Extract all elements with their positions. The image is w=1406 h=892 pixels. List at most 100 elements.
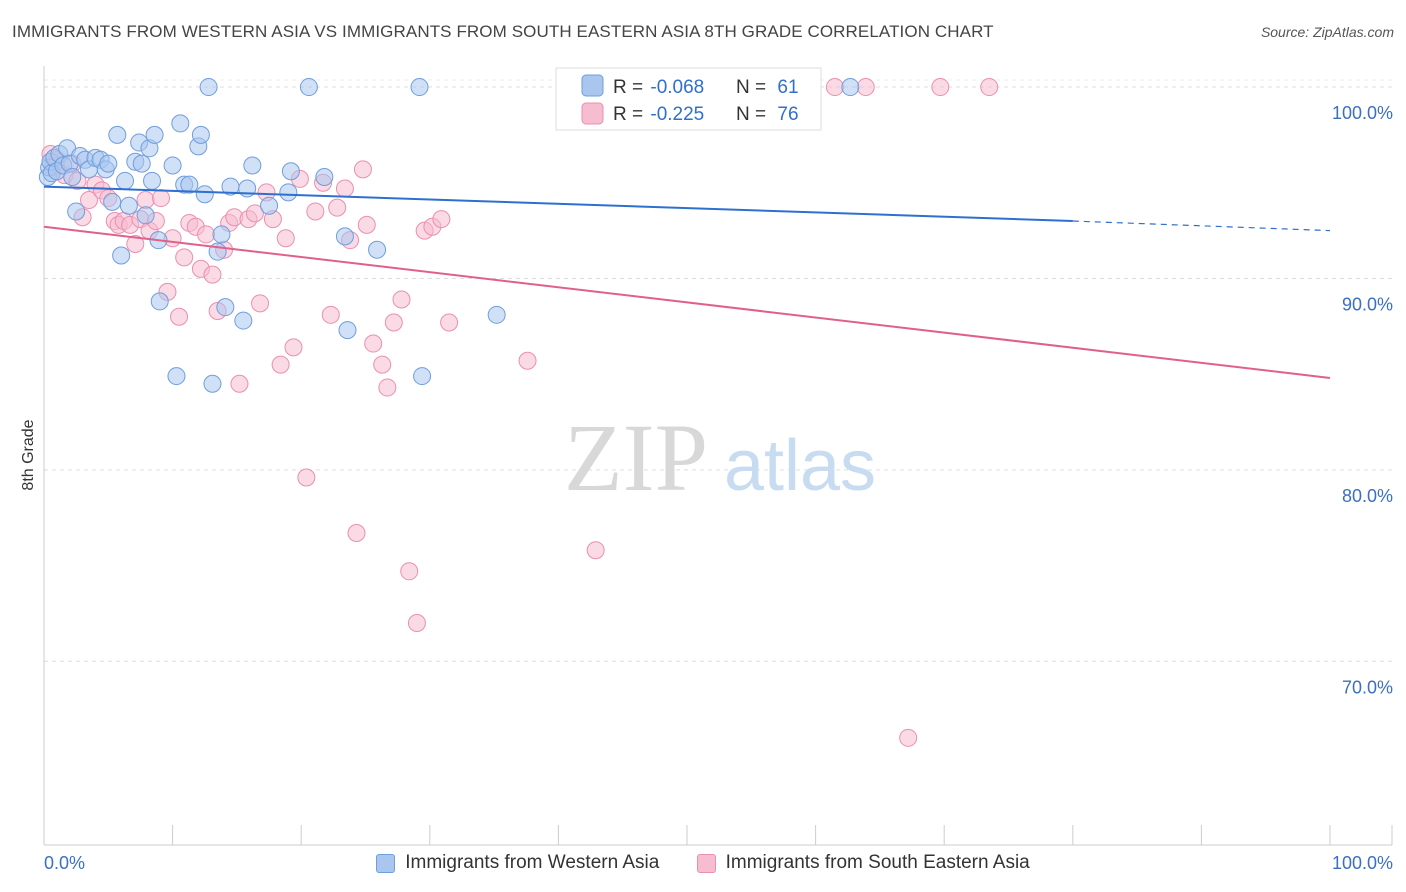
legend-swatch-blue xyxy=(581,74,604,97)
point-blue-59 xyxy=(413,367,432,386)
point-pink-65 xyxy=(518,351,537,370)
point-pink-28 xyxy=(197,225,216,244)
point-pink-15 xyxy=(126,235,145,254)
point-pink-52 xyxy=(353,160,372,179)
legend-n-label: N = xyxy=(736,77,771,98)
legend-series: Immigrants from Western Asia Immigrants … xyxy=(0,852,1406,879)
point-blue-18 xyxy=(99,154,118,173)
point-blue-51 xyxy=(281,162,300,181)
svg-text:N = 61: N = 61 xyxy=(736,77,799,98)
point-blue-42 xyxy=(203,374,222,393)
point-blue-39 xyxy=(191,125,210,144)
point-pink-36 xyxy=(245,204,264,223)
legend-r-value: -0.068 xyxy=(650,77,704,98)
point-pink-7 xyxy=(80,190,99,209)
point-blue-32 xyxy=(150,292,169,311)
point-blue-52 xyxy=(279,183,298,202)
point-blue-34 xyxy=(167,367,186,386)
trend-lines xyxy=(43,185,1331,379)
point-pink-29 xyxy=(203,265,222,284)
point-pink-24 xyxy=(175,248,194,267)
point-pink-41 xyxy=(276,229,295,248)
legend-r-label: R = xyxy=(613,77,648,98)
point-blue-56 xyxy=(338,321,357,340)
point-pink-20 xyxy=(152,189,171,208)
legend-n-value: 76 xyxy=(777,104,798,125)
point-blue-30 xyxy=(145,125,164,144)
point-blue-44 xyxy=(212,225,231,244)
point-blue-10 xyxy=(63,168,82,187)
x-tick-label-start: 0.0% xyxy=(44,853,85,873)
point-pink-40 xyxy=(271,355,290,374)
legend-swatch-pink xyxy=(581,102,604,125)
point-pink-48 xyxy=(328,198,347,217)
point-pink-51 xyxy=(347,524,366,543)
legend-item-western-asia[interactable]: Immigrants from Western Asia xyxy=(376,852,659,874)
point-pink-55 xyxy=(373,355,392,374)
legend-n-value: 61 xyxy=(777,77,798,98)
point-blue-53 xyxy=(299,78,318,97)
source-label: Source: ZipAtlas.com xyxy=(1260,24,1394,40)
point-pink-70 xyxy=(931,78,950,97)
point-blue-26 xyxy=(132,154,151,173)
zipatlas-watermark: ZIP atlas xyxy=(564,404,876,511)
trend-line-western-asia xyxy=(43,185,1073,223)
point-pink-34 xyxy=(230,374,249,393)
point-pink-56 xyxy=(378,378,397,397)
point-blue-27 xyxy=(136,206,155,225)
point-pink-44 xyxy=(297,468,316,487)
trend-line-south-eastern-asia xyxy=(43,225,1331,379)
point-pink-49 xyxy=(335,179,354,198)
axes xyxy=(43,66,1393,846)
point-pink-66 xyxy=(586,541,605,560)
point-blue-37 xyxy=(180,175,199,194)
point-pink-59 xyxy=(400,562,419,581)
point-blue-20 xyxy=(108,125,127,144)
point-blue-54 xyxy=(315,168,334,187)
point-blue-50 xyxy=(260,196,279,215)
watermark-zip: ZIP xyxy=(564,404,708,511)
point-pink-67 xyxy=(825,78,844,97)
point-pink-42 xyxy=(284,338,303,357)
trend-line-western-asia-extension xyxy=(1072,220,1331,232)
point-blue-22 xyxy=(116,171,135,190)
legend-item-south-eastern-asia[interactable]: Immigrants from South Eastern Asia xyxy=(696,852,1030,874)
point-blue-33 xyxy=(163,156,182,175)
point-pink-37 xyxy=(251,294,270,313)
series-western-asia xyxy=(38,78,860,393)
y-tick-label-3: 70.0% xyxy=(1342,677,1393,697)
chart-title: IMMIGRANTS FROM WESTERN ASIA VS IMMIGRAN… xyxy=(12,22,994,41)
point-blue-60 xyxy=(487,305,506,324)
point-pink-45 xyxy=(306,202,325,221)
svg-text:R = -0.225: R = -0.225 xyxy=(613,104,704,125)
svg-text:R = -0.068: R = -0.068 xyxy=(613,77,704,98)
point-pink-23 xyxy=(170,307,189,326)
point-blue-61 xyxy=(841,78,860,97)
point-blue-49 xyxy=(243,156,262,175)
legend-swatch-blue xyxy=(376,853,396,873)
point-blue-40 xyxy=(195,185,214,204)
legend-label: Immigrants from South Eastern Asia xyxy=(725,852,1030,873)
y-axis-label: 8th Grade xyxy=(20,419,37,490)
point-blue-35 xyxy=(171,114,190,133)
point-blue-45 xyxy=(216,298,235,317)
legend-n-label: N = xyxy=(736,104,771,125)
point-pink-53 xyxy=(357,215,376,234)
point-blue-58 xyxy=(410,78,429,97)
point-pink-57 xyxy=(384,313,403,332)
point-pink-47 xyxy=(321,305,340,324)
point-pink-63 xyxy=(432,210,451,229)
point-pink-60 xyxy=(407,613,426,632)
point-blue-57 xyxy=(368,240,387,259)
point-blue-11 xyxy=(67,202,86,221)
point-blue-21 xyxy=(112,246,131,265)
point-blue-47 xyxy=(234,311,253,330)
legend-stats: R = -0.068 N = 61 R = -0.225 N = 76 xyxy=(555,67,822,131)
point-pink-64 xyxy=(440,313,459,332)
legend-r-value: -0.225 xyxy=(650,104,704,125)
point-blue-29 xyxy=(143,171,162,190)
point-pink-69 xyxy=(899,728,918,747)
legend-r-label: R = xyxy=(613,104,648,125)
y-tick-label-1: 90.0% xyxy=(1342,294,1393,314)
